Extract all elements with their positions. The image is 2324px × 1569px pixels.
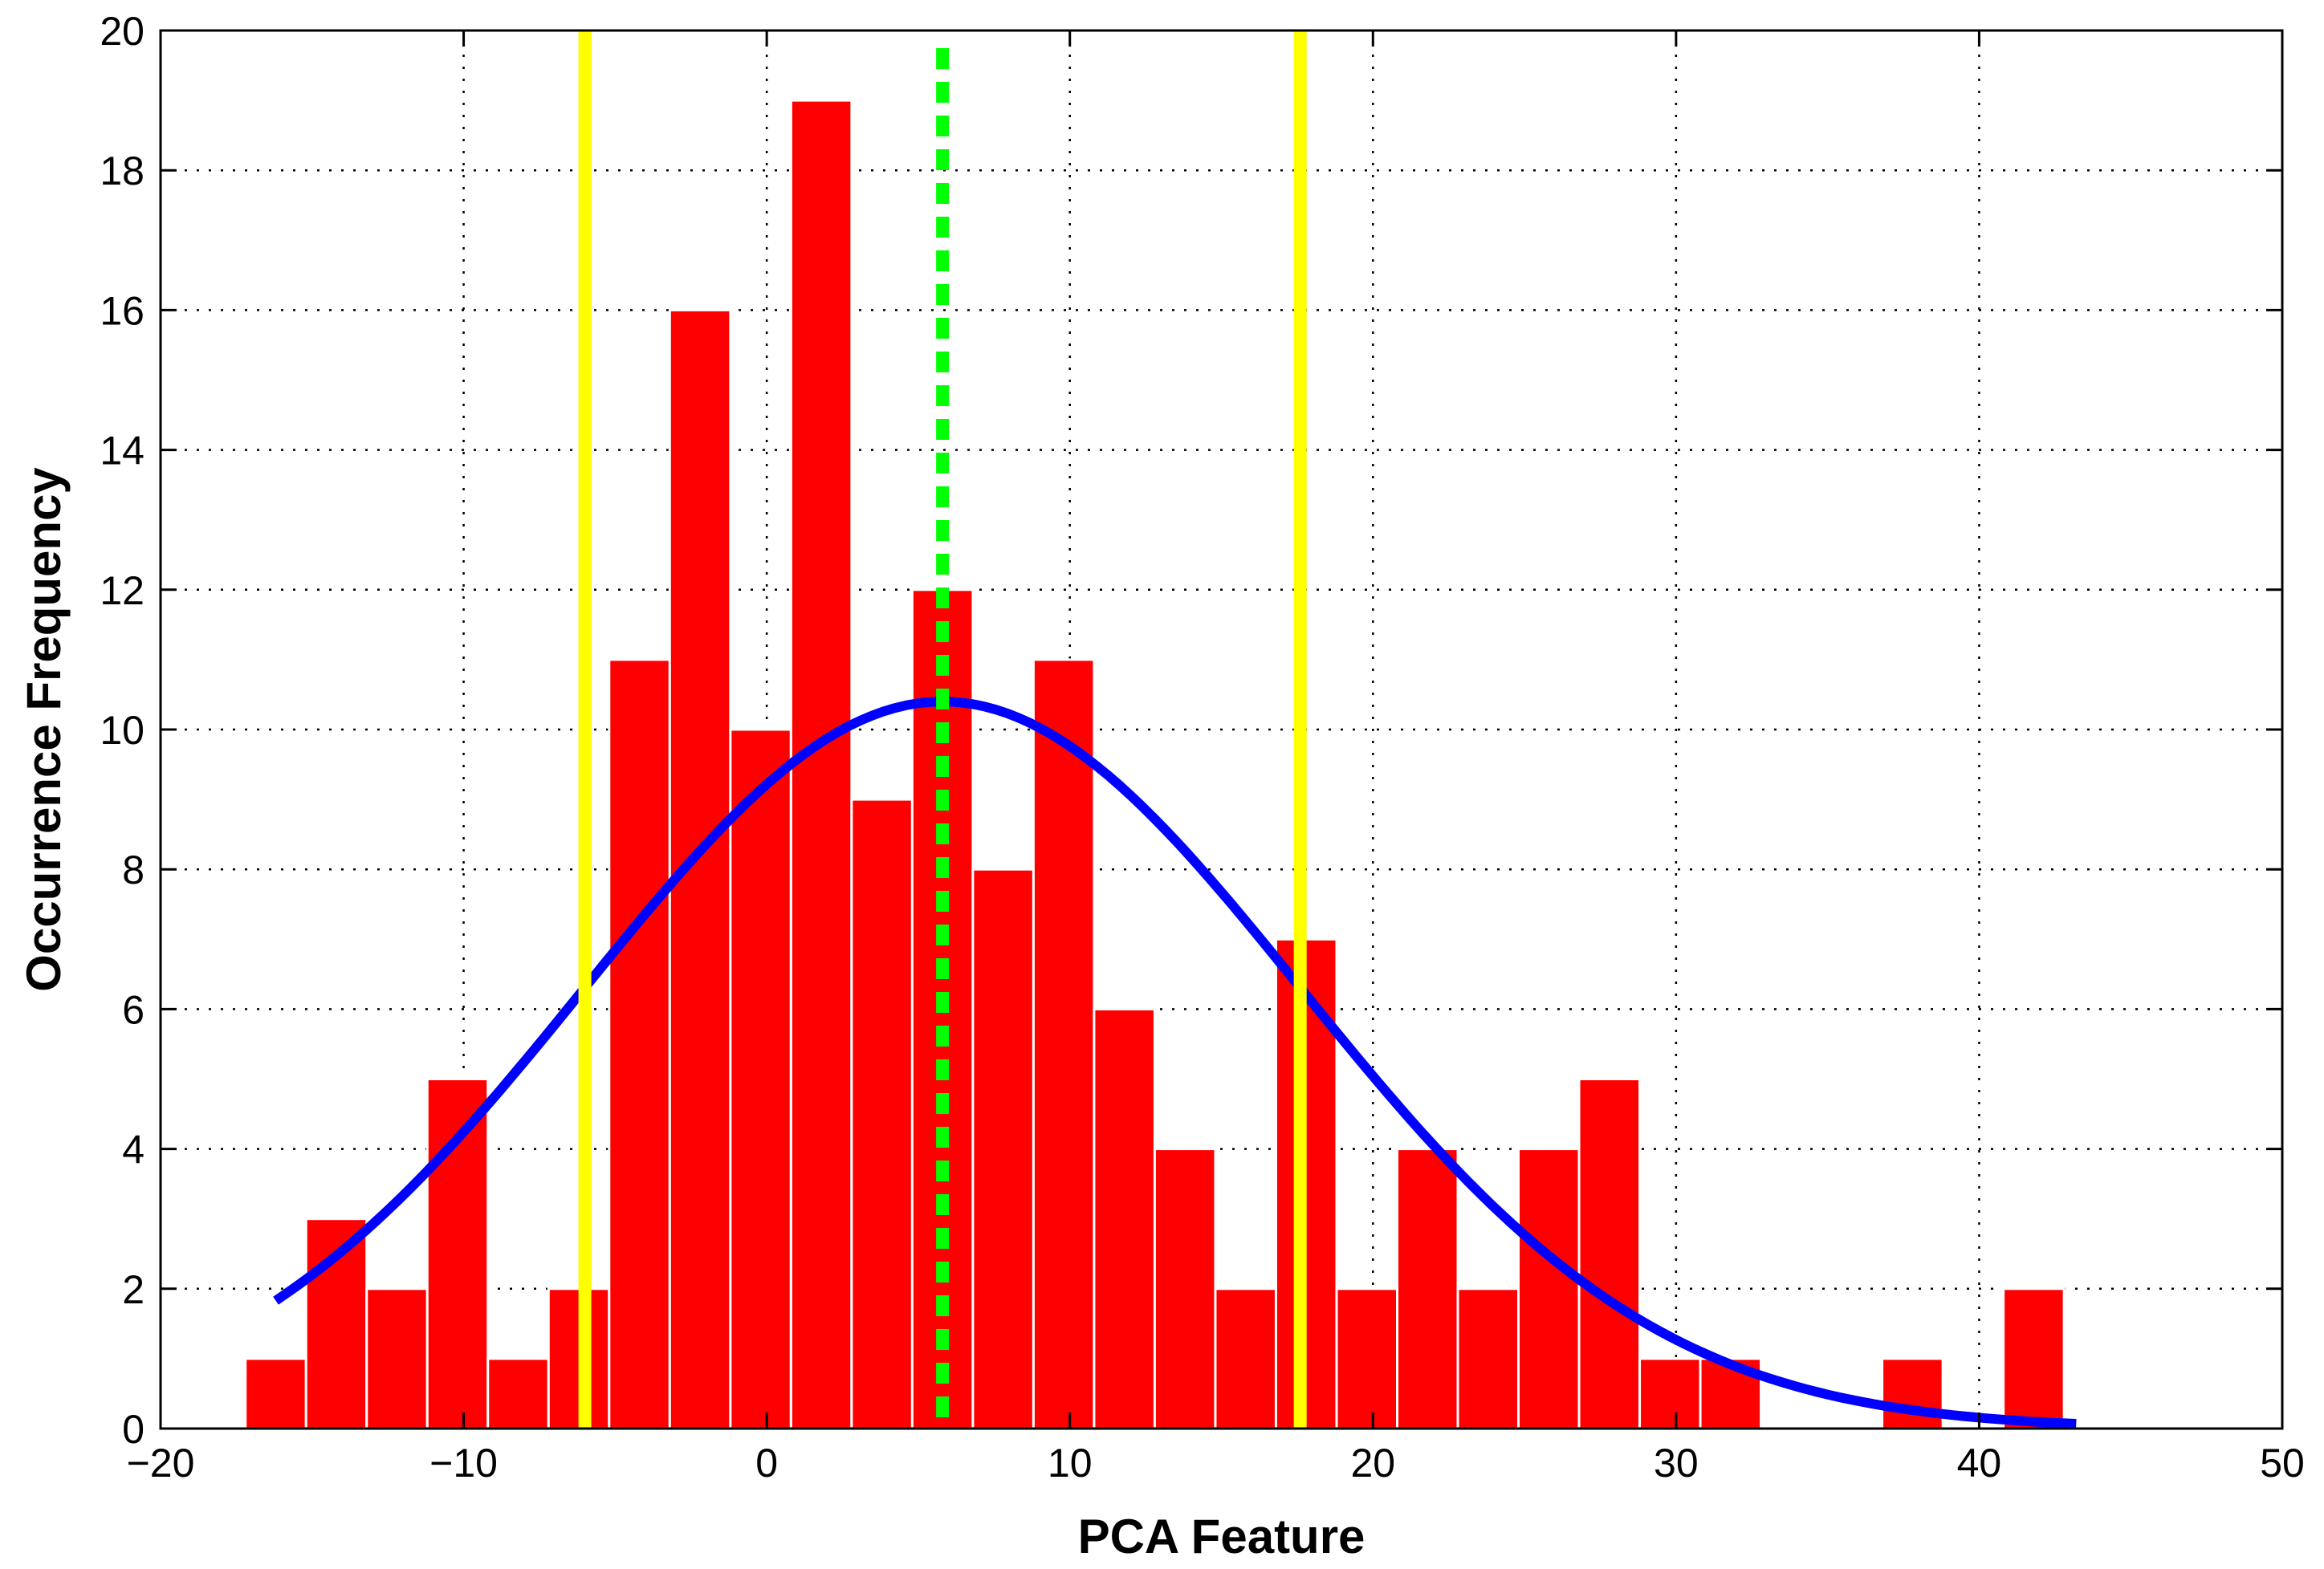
vertical-lines-layer bbox=[578, 30, 1307, 1429]
y-tick-label: 0 bbox=[122, 1407, 144, 1452]
histogram-bar bbox=[729, 728, 792, 1430]
x-axis-label: PCA Feature bbox=[1078, 1510, 1366, 1563]
y-tick-label: 6 bbox=[122, 987, 144, 1032]
ticks-layer: −20 −10 0 10 20 30 40 50 0 2 4 6 8 10 12 14 16 18 20 bbox=[100, 9, 2304, 1486]
fitted-normal-curve bbox=[273, 697, 2077, 1429]
x-tick-label: −20 bbox=[127, 1441, 195, 1486]
histogram-bar bbox=[850, 798, 914, 1430]
histogram-bar bbox=[1335, 1287, 1398, 1430]
histogram-bar bbox=[244, 1357, 307, 1430]
curve-layer bbox=[273, 697, 2077, 1429]
histogram-bar bbox=[1395, 1148, 1459, 1430]
histogram-bar bbox=[1093, 1007, 1156, 1430]
y-tick-label: 10 bbox=[100, 708, 144, 753]
x-tick-label: 0 bbox=[755, 1441, 778, 1486]
x-tick-label: 40 bbox=[1957, 1441, 2002, 1486]
x-tick-label: 10 bbox=[1048, 1441, 1093, 1486]
histogram-bar bbox=[1456, 1287, 1520, 1430]
histogram-bar bbox=[1881, 1357, 1944, 1430]
y-tick-label: 14 bbox=[100, 429, 144, 474]
histogram-bar bbox=[1638, 1357, 1702, 1430]
y-tick-label: 16 bbox=[100, 288, 144, 333]
histogram-bar bbox=[486, 1357, 550, 1430]
histogram-bar bbox=[2002, 1287, 2066, 1430]
histogram-bar bbox=[1214, 1287, 1277, 1430]
histogram-bar bbox=[608, 658, 671, 1430]
x-tick-label: −10 bbox=[429, 1441, 498, 1486]
x-tick-label: 20 bbox=[1350, 1441, 1395, 1486]
histogram-bar bbox=[1153, 1148, 1217, 1430]
x-tick-label: 50 bbox=[2260, 1441, 2305, 1486]
histogram-bar bbox=[789, 99, 853, 1430]
y-tick-label: 4 bbox=[122, 1128, 144, 1173]
y-tick-label: 20 bbox=[100, 9, 144, 54]
histogram-bar bbox=[1577, 1078, 1642, 1430]
histogram-bar bbox=[971, 868, 1035, 1430]
y-tick-label: 2 bbox=[122, 1267, 144, 1312]
histogram-bar bbox=[1517, 1148, 1581, 1430]
bars-layer bbox=[244, 99, 2066, 1430]
y-tick-label: 12 bbox=[100, 568, 144, 613]
y-axis-label: Occurrence Frequency bbox=[17, 467, 71, 992]
histogram-bar bbox=[1032, 658, 1096, 1430]
histogram-bar bbox=[365, 1287, 429, 1430]
y-tick-label: 8 bbox=[122, 848, 144, 892]
x-tick-label: 30 bbox=[1654, 1441, 1699, 1486]
y-tick-label: 18 bbox=[100, 148, 144, 193]
